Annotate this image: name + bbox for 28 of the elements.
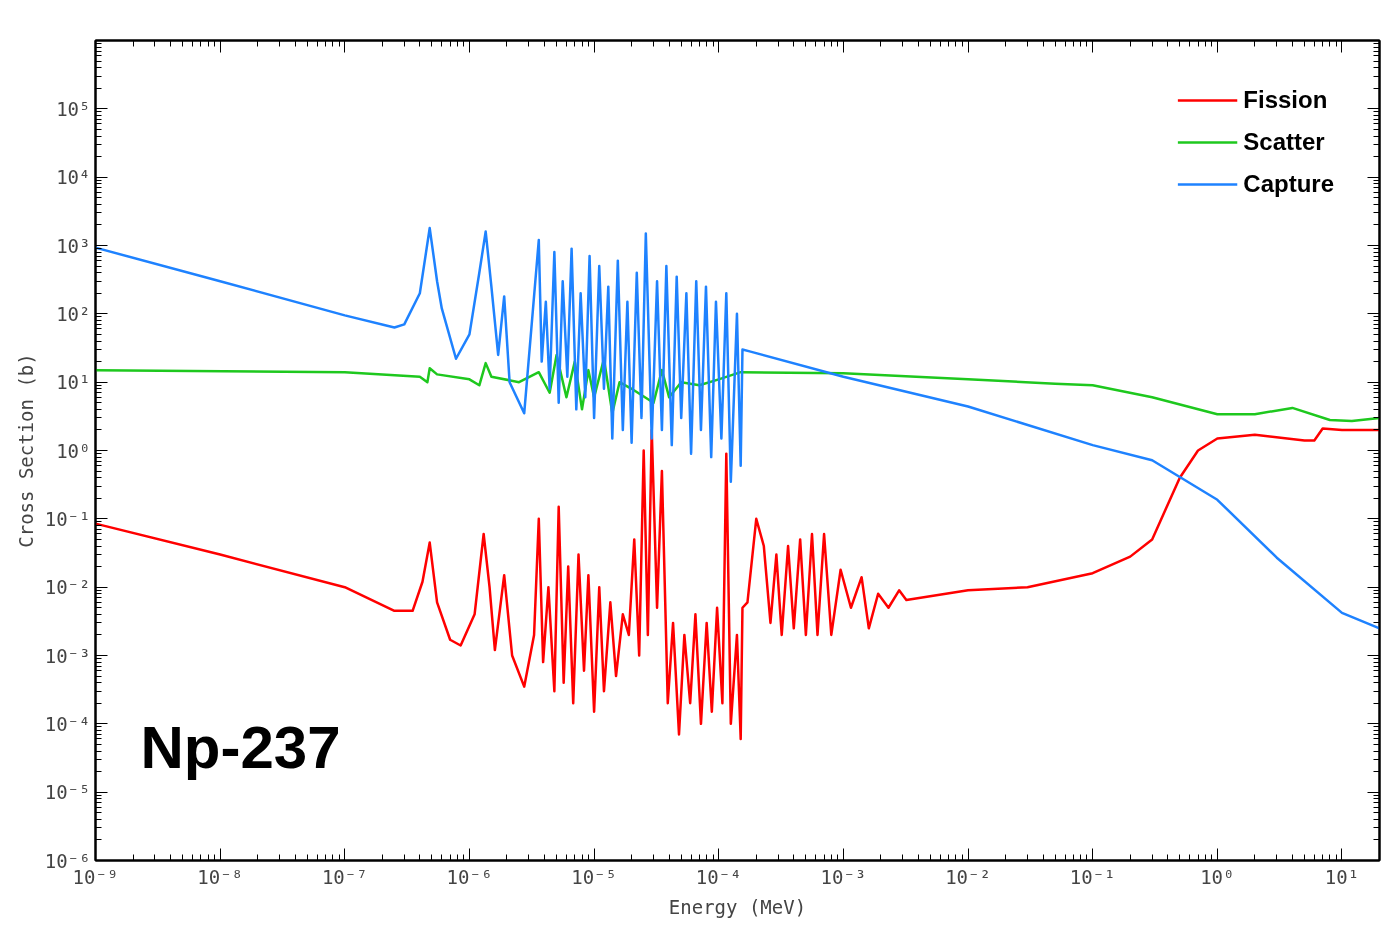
legend-label: Capture [1243, 169, 1334, 199]
y-tick-label: 10⁵ [56, 97, 91, 120]
legend-label: Fission [1243, 85, 1328, 115]
y-tick-label: 10⁻³ [44, 644, 91, 667]
x-tick-label: 10⁰ [1200, 865, 1235, 888]
annotation: Np-237 [140, 713, 341, 781]
x-axis-title: Energy (MeV) [668, 895, 807, 918]
y-tick-label: 10⁴ [56, 166, 91, 189]
x-tick-label: 10⁻⁷ [321, 865, 368, 888]
y-tick-label: 10⁻¹ [44, 507, 91, 530]
x-tick-label: 10⁻² [945, 865, 991, 888]
y-tick-label: 10⁻⁴ [44, 712, 91, 735]
y-tick-label: 10¹ [56, 371, 91, 394]
x-tick-label: 10⁻⁹ [72, 865, 119, 888]
y-tick-label: 10² [56, 302, 91, 325]
y-tick-label: 10³ [56, 234, 91, 257]
y-axis-title: Cross Section (b) [14, 353, 37, 548]
legend-label: Scatter [1243, 127, 1325, 157]
y-tick-label: 10⁻² [44, 576, 91, 599]
x-tick-label: 10⁻⁴ [695, 865, 742, 888]
x-tick-label: 10⁻¹ [1069, 865, 1116, 888]
x-tick-label: 10⁻⁸ [197, 865, 244, 888]
x-tick-label: 10⁻⁵ [571, 865, 617, 888]
x-tick-label: 10⁻³ [820, 865, 867, 888]
y-tick-label: 10⁰ [56, 439, 91, 462]
x-tick-label: 10¹ [1324, 865, 1360, 888]
x-tick-label: 10⁻⁶ [446, 865, 493, 888]
y-tick-label: 10⁻⁵ [44, 781, 91, 804]
